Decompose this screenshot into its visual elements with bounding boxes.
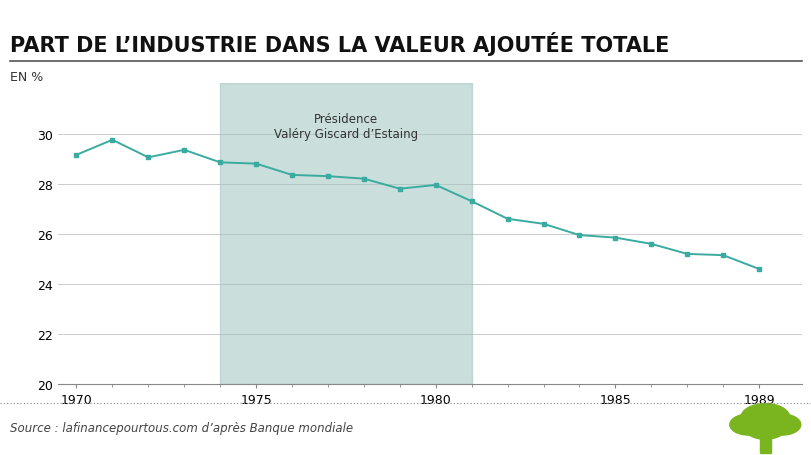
Text: EN %: EN % bbox=[10, 71, 43, 84]
Circle shape bbox=[729, 414, 766, 435]
Circle shape bbox=[744, 416, 785, 440]
Circle shape bbox=[738, 410, 772, 429]
Circle shape bbox=[762, 414, 800, 435]
Text: Source : lafinancepourtous.com d’après Banque mondiale: Source : lafinancepourtous.com d’après B… bbox=[10, 421, 353, 434]
Text: PART DE L’INDUSTRIE DANS LA VALEUR AJOUTÉE TOTALE: PART DE L’INDUSTRIE DANS LA VALEUR AJOUT… bbox=[10, 32, 668, 56]
Text: Présidence
Valéry Giscard d’Estaing: Présidence Valéry Giscard d’Estaing bbox=[273, 113, 418, 141]
Bar bbox=[759, 438, 770, 453]
Bar bbox=[220, 84, 471, 384]
Circle shape bbox=[740, 404, 788, 431]
Circle shape bbox=[757, 410, 791, 429]
